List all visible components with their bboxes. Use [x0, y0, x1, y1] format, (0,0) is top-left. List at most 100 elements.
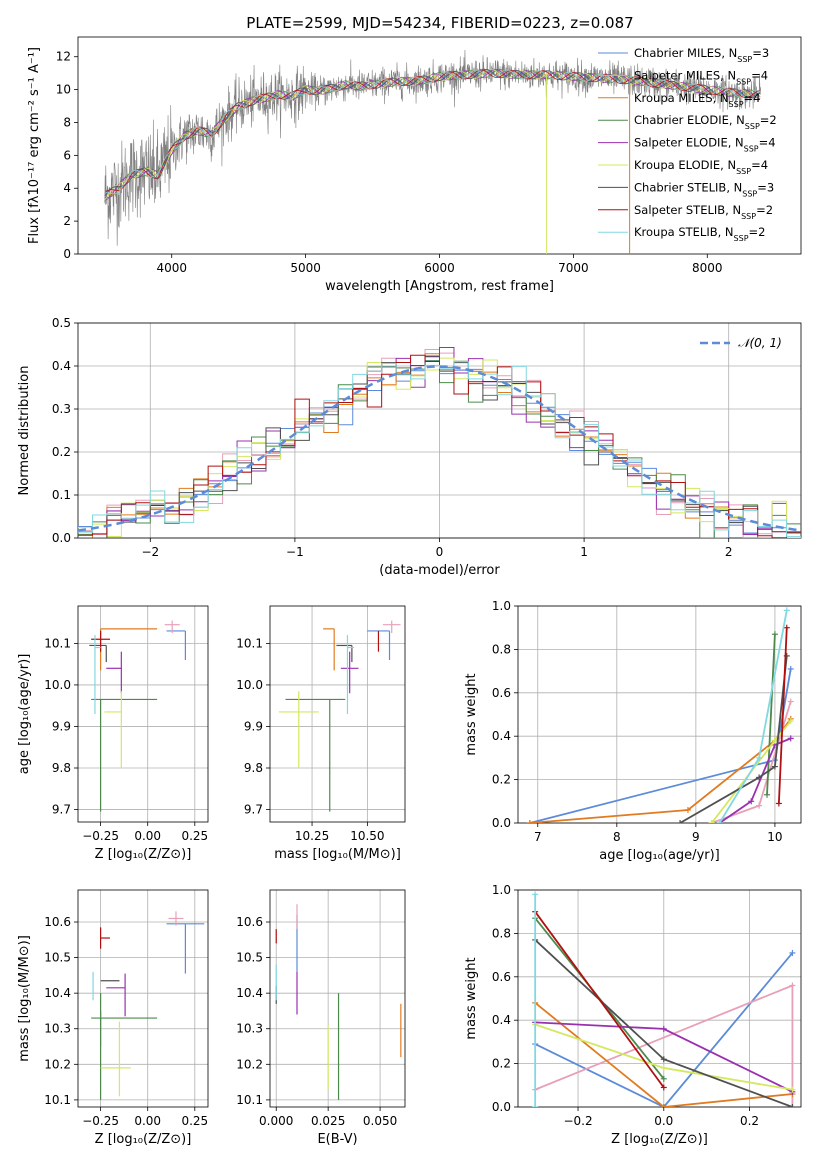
axes-residuals: −2 −1 0 1 2 0.0 0.1 0.2 0.3 0.4 0.5 (data-model)/er… [17, 316, 802, 578]
legend-entry: 𝒩(0, 1) [738, 336, 782, 350]
figure-title: PLATE=2599, MJD=54234, FIBERID=0223, z=0… [246, 14, 633, 32]
axis-label-y: mass weight [464, 673, 479, 755]
axes-age_vs_mass: 10.25 10.50 9.7 9.8 9.9 10.0 10.1 mass [log₁₀(M… [236, 605, 406, 862]
axis-label-y: age [log₁₀(age/yr)] [17, 654, 32, 775]
model-line [104, 68, 761, 201]
tick-label-y: 4 [63, 181, 71, 195]
legend-residuals: 𝒩(0, 1) [700, 336, 782, 350]
tick-label-y: 0.4 [52, 359, 71, 373]
legend-entry: Kroupa MILES, NSSP=4 [634, 91, 760, 109]
tick-label-y: 0.2 [492, 773, 511, 787]
spectrum-data-line [104, 49, 762, 246]
legend-entry: Salpeter STELIB, NSSP=2 [634, 203, 773, 221]
tick-label-y: 10.2 [44, 1057, 71, 1071]
plot-area-massweight_vs_age [526, 607, 794, 823]
tick-label-x: 0.0 [654, 1114, 673, 1128]
axes-massweight_vs_age: 7 8 9 10 0.0 0.2 0.4 0.6 0.8 1.0 age [log₁₀(age/yr… [464, 599, 802, 863]
tick-label-x: 7 [534, 830, 542, 844]
tick-label-y: 9.8 [244, 761, 263, 775]
tick-label-y: 0.2 [492, 1057, 511, 1071]
tick-label-y: 10.1 [236, 1093, 263, 1107]
model-line [104, 68, 761, 201]
tick-label-y: 0.0 [492, 1100, 511, 1114]
tick-label-y: 0.2 [52, 445, 71, 459]
tick-label-y: 0.0 [492, 816, 511, 830]
legend-entry: Salpeter ELODIE, NSSP=4 [634, 136, 776, 154]
plot-area-mass_vs_Z [91, 911, 205, 1100]
tick-label-y: 0.0 [52, 531, 71, 545]
tick-label-y: 0.3 [52, 402, 71, 416]
tick-label-y: 10.0 [236, 678, 263, 692]
tick-label-y: 10.3 [236, 1022, 263, 1036]
axes-age_vs_Z: −0.25 0.00 0.25 9.7 9.8 9.9 10.0 10.1 Z [log₁₀(Z… [17, 605, 209, 862]
axis-label-x: wavelength [Angstrom, rest frame] [325, 279, 554, 294]
axes-frame [77, 889, 209, 1108]
tick-label-x: 10.50 [350, 829, 384, 843]
tick-label-y: 10.6 [44, 915, 71, 929]
tick-label-y: 10.4 [236, 986, 263, 1000]
tick-label-x: 9 [692, 830, 700, 844]
series-line [777, 627, 788, 804]
tick-label-y: 6 [63, 148, 71, 162]
axis-label-y: Flux [fλ10⁻¹⁷ erg cm⁻² s⁻¹ A⁻¹] [27, 47, 42, 244]
axes-frame [517, 889, 802, 1108]
axis-label-y: mass [log₁₀(M/M⊙)] [17, 935, 32, 1062]
axis-label-x: Z [log₁₀(Z/Z⊙)] [95, 847, 192, 862]
axis-label-x: Z [log₁₀(Z/Z⊙)] [611, 1132, 708, 1147]
tick-label-x: 0.050 [363, 1114, 397, 1128]
axis-label-x: E(B-V) [317, 1132, 357, 1147]
tick-label-y: 0.6 [492, 970, 511, 984]
tick-label-y: 0.8 [492, 642, 511, 656]
axis-label-y: mass weight [464, 957, 479, 1039]
tick-label-y: 10.4 [44, 986, 71, 1000]
series-line [718, 610, 788, 823]
series-line [679, 655, 788, 823]
tick-label-y: 9.8 [52, 761, 71, 775]
tick-label-y: 10 [56, 83, 71, 97]
tick-label-x: 6000 [424, 261, 455, 275]
plot-layer: 4000 5000 6000 7000 8000024681012wavelength … [17, 36, 802, 1147]
tick-label-y: 1.0 [492, 883, 511, 897]
series-line [534, 952, 794, 1107]
tick-label-y: 10.1 [44, 636, 71, 650]
tick-label-y: 10.1 [236, 636, 263, 650]
tick-label-y: 9.7 [52, 803, 71, 817]
tick-label-y: 10.3 [44, 1022, 71, 1036]
tick-label-x: 0.2 [740, 1114, 759, 1128]
axes-frame [77, 605, 209, 823]
tick-label-x: 0.25 [181, 829, 208, 843]
tick-label-y: 0.1 [52, 488, 71, 502]
tick-label-y: 10.5 [44, 951, 71, 965]
tick-label-y: 12 [56, 50, 71, 64]
tick-label-y: 2 [63, 214, 71, 228]
series-line [534, 911, 665, 1089]
axes-frame [269, 605, 406, 823]
plot-area-residuals [78, 346, 801, 538]
gaussian-curve [78, 365, 801, 532]
axes-frame [517, 605, 802, 824]
tick-label-x: −0.25 [82, 829, 119, 843]
tick-label-y: 0.4 [492, 729, 511, 743]
tick-label-x: 0.00 [134, 829, 161, 843]
axis-label-x: age [log₁₀(age/yr)] [599, 848, 720, 863]
tick-label-y: 10.1 [44, 1093, 71, 1107]
legend-entry: Chabrier MILES, NSSP=3 [634, 46, 769, 64]
tick-label-y: 9.7 [244, 803, 263, 817]
axes-spectrum: 4000 5000 6000 7000 8000 0 2 4 6 8 10 12 wavelength … [27, 36, 802, 294]
histogram-step [78, 360, 801, 538]
plot-area-spectrum [104, 49, 762, 254]
tick-label-x: −1 [286, 545, 304, 559]
model-line [104, 69, 761, 195]
axis-label-x: (data-model)/error [379, 563, 500, 578]
tick-label-y: 0.5 [52, 316, 71, 330]
tick-label-x: 0.25 [181, 1114, 208, 1128]
model-line [104, 69, 761, 197]
tick-label-y: 10.5 [236, 951, 263, 965]
plot-area-age_vs_Z [89, 620, 186, 812]
tick-label-x: −2 [141, 545, 159, 559]
plot-area-age_vs_mass [278, 620, 401, 812]
tick-label-y: 9.9 [244, 719, 263, 733]
axes-frame [77, 322, 802, 539]
tick-label-x: 4000 [156, 261, 187, 275]
legend-entry: Salpeter MILES, NSSP=4 [634, 68, 768, 86]
